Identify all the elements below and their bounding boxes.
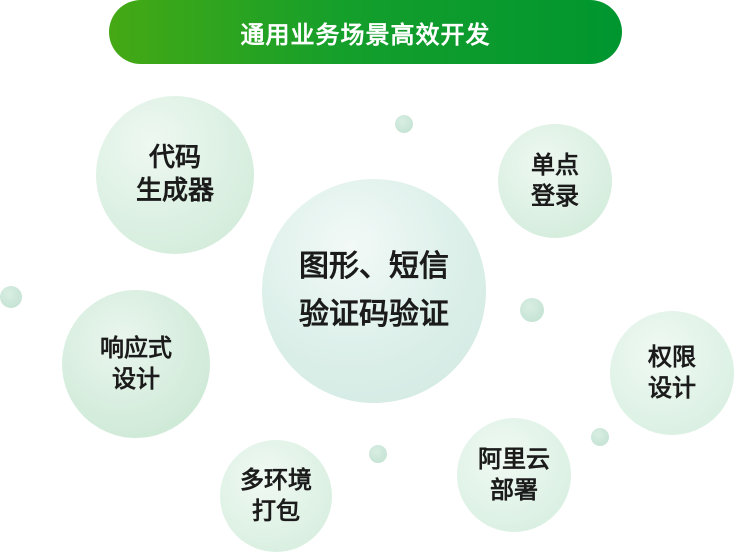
feature-label-line: 多环境 (240, 466, 312, 495)
feature-label-line: 响应式 (100, 334, 172, 363)
feature-label-line: 登录 (531, 182, 579, 210)
feature-label-line: 设计 (112, 365, 160, 393)
feature-label-line: 部署 (490, 476, 538, 504)
feature-bubble-captcha: 图形、短信 验证码验证 (262, 179, 486, 403)
feature-label-line: 单点 (531, 151, 579, 180)
feature-label-line: 图形、短信 (299, 249, 449, 284)
feature-label-line: 设计 (648, 374, 696, 402)
feature-label-line: 代码 (148, 142, 201, 173)
decorative-dot (0, 286, 22, 308)
feature-label-line: 生成器 (135, 176, 214, 206)
decorative-dot (369, 445, 387, 463)
feature-label-line: 权限 (648, 343, 696, 372)
feature-bubble-multi-env: 多环境 打包 (220, 440, 332, 552)
feature-label-line: 验证码验证 (299, 297, 449, 332)
feature-label-line: 阿里云 (478, 445, 550, 474)
title-text: 通用业务场景高效开发 (240, 20, 491, 49)
feature-bubble-permission: 权限 设计 (610, 311, 734, 435)
decorative-dot (591, 428, 609, 446)
decorative-dot (395, 115, 413, 133)
feature-bubble-responsive: 响应式 设计 (62, 290, 210, 438)
feature-bubble-sso: 单点 登录 (498, 124, 612, 238)
feature-bubble-aliyun-deploy: 阿里云 部署 (457, 418, 571, 532)
feature-bubble-code-generator: 代码 生成器 (96, 96, 254, 254)
decorative-dot (520, 298, 544, 322)
feature-label-line: 打包 (252, 497, 300, 525)
title-banner: 通用业务场景高效开发 (109, 0, 622, 64)
